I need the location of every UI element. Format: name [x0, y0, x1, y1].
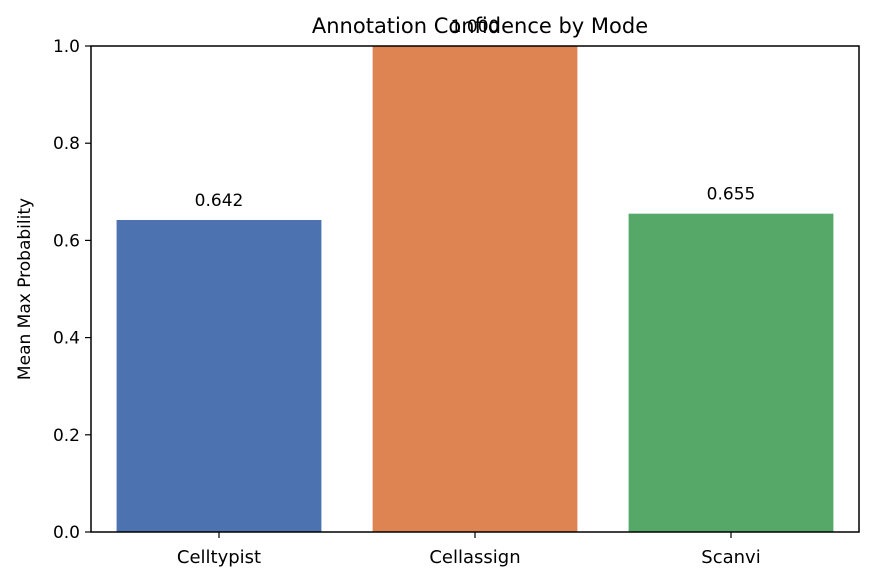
bar-scanvi: [628, 213, 834, 533]
y-axis-label: Mean Max Probability: [15, 198, 35, 380]
x-tick-label: Scanvi: [701, 547, 760, 568]
y-tick-label: 0.4: [53, 329, 80, 349]
data-label: 0.642: [195, 191, 244, 211]
bar-cellassign: [372, 46, 578, 532]
data-label: 1.000: [451, 17, 500, 37]
chart-title: Annotation Confidence by Mode: [312, 14, 648, 38]
y-tick-label: 0.2: [53, 426, 80, 446]
y-tick-label: 0.0: [53, 523, 80, 543]
x-tick-label: Celltypist: [177, 547, 261, 568]
y-tick-label: 0.8: [53, 134, 80, 154]
y-tick-label: 1.0: [53, 37, 80, 57]
data-label: 0.655: [707, 185, 756, 205]
y-tick-label: 0.6: [53, 231, 80, 251]
x-tick-label: Cellassign: [429, 547, 520, 568]
plot-area: 0.0 0.2 0.4 0.6 0.8 1.0 Celltypist Cellassign Sc…: [53, 17, 860, 568]
bar-celltypist: [116, 219, 322, 533]
